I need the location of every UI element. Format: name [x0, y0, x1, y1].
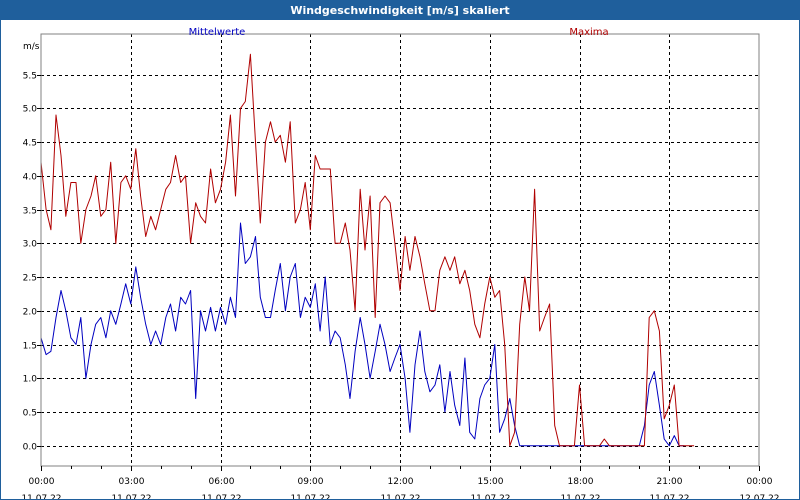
x-tick-time-label: 18:00 [568, 477, 594, 487]
y-tick-label: 2.5 [23, 274, 37, 284]
x-tick-time-label: 09:00 [298, 477, 324, 487]
y-tick-label: 3.5 [23, 207, 37, 217]
legend-maxima: Maxima [569, 27, 608, 38]
x-tick-date-label: 11.07.22 [649, 494, 689, 499]
x-tick-date-label: 11.07.22 [290, 494, 330, 499]
x-tick-time-label: 00:00 [747, 477, 773, 487]
x-tick-date-label: 11.07.22 [560, 494, 600, 499]
y-tick-label: 4.5 [23, 139, 37, 149]
legend-mittelwerte: Mittelwerte [189, 27, 246, 38]
window-title: Windgeschwindigkeit [m/s] skaliert [1, 1, 799, 20]
series-line-maxima [40, 53, 695, 447]
x-tick-time-label: 21:00 [657, 477, 683, 487]
wind-speed-chart: 0.0 0.5 1.0 1.5 2.0 2.5 3.0 3.5 4.0 4.5 5.0 5.5 00:0… [21, 27, 780, 499]
x-tick-date-label: 11.07.22 [470, 494, 510, 499]
y-tick-label: 1.5 [23, 342, 37, 352]
y-tick-label: 5.5 [23, 72, 37, 82]
x-tick-date-label: 12.07.22 [739, 494, 779, 499]
x-tick-date-label: 11.07.22 [111, 494, 151, 499]
x-tick-date-label: 11.07.22 [21, 494, 61, 499]
x-tick-time-label: 00:00 [29, 477, 55, 487]
y-tick-label: 3.0 [23, 240, 38, 250]
x-tick-time-label: 06:00 [209, 477, 235, 487]
y-axis-label: m/s [23, 42, 40, 52]
y-tick-label: 0.0 [23, 443, 38, 453]
axes: 0.0 0.5 1.0 1.5 2.0 2.5 3.0 3.5 4.0 4.5 5.0 5.5 00:0… [21, 33, 780, 499]
y-tick-label: 0.5 [23, 409, 37, 419]
x-tick-time-label: 03:00 [119, 477, 145, 487]
x-tick-date-label: 11.07.22 [201, 494, 241, 499]
y-tick-label: 4.0 [23, 173, 38, 183]
y-tick-label: 5.0 [23, 105, 38, 115]
y-tick-label: 1.0 [23, 375, 38, 385]
y-tick-label: 2.0 [23, 308, 38, 318]
x-tick-time-label: 15:00 [478, 477, 504, 487]
x-tick-time-label: 12:00 [388, 477, 414, 487]
series-line-mittelwerte [40, 222, 685, 447]
x-tick-date-label: 11.07.22 [380, 494, 420, 499]
grid [41, 34, 759, 466]
series-lines [40, 53, 695, 447]
